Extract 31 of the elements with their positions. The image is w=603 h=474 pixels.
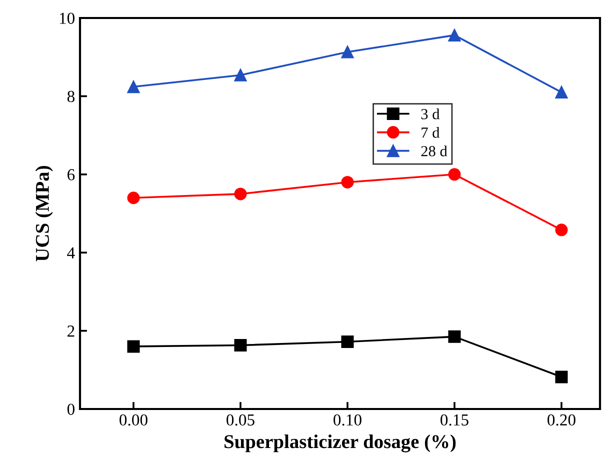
y-tick-label: 6 <box>68 169 75 180</box>
x-axis-title: Superplasticizer dosage (%) <box>224 434 456 452</box>
point <box>234 188 247 200</box>
x-tick-label: 0.00 <box>120 414 148 426</box>
x-tick-label: 0.20 <box>548 414 576 426</box>
point <box>127 340 140 353</box>
legend-label: 7 d <box>422 127 440 138</box>
point <box>341 46 354 58</box>
point <box>555 224 568 236</box>
y-tick-label: 10 <box>60 12 75 24</box>
x-tick-label: 0.10 <box>334 414 362 426</box>
point <box>448 168 461 181</box>
y-tick-label: 2 <box>68 326 74 337</box>
y-tick-label: 0 <box>67 404 75 415</box>
point <box>555 86 568 99</box>
point <box>448 28 461 42</box>
point <box>127 80 140 94</box>
x-tick-label: 0.05 <box>226 414 254 426</box>
point <box>234 68 247 82</box>
point <box>555 370 568 384</box>
point <box>341 336 354 348</box>
legend-label: 3 d <box>421 108 440 120</box>
legend-label: 28 d <box>421 146 448 156</box>
y-axis-title: UCS (MPa) <box>35 166 53 262</box>
y-tick-label: 4 <box>67 247 75 258</box>
y-tick-label: 8 <box>67 90 75 102</box>
point <box>341 176 354 188</box>
x-tick-label: 0.15 <box>440 414 468 426</box>
point <box>127 192 140 204</box>
point <box>448 330 461 343</box>
point <box>234 339 247 352</box>
